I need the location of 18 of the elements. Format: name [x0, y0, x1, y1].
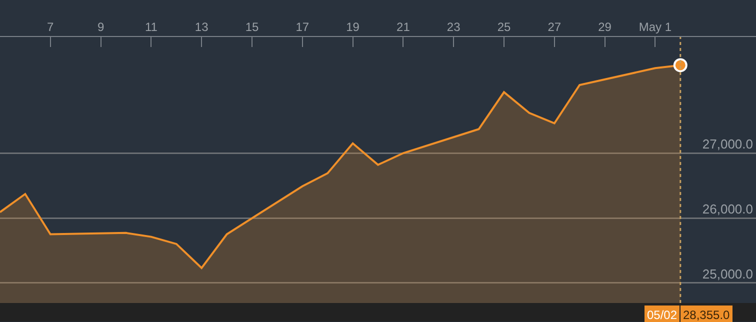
x-tick-label: 21: [396, 20, 410, 34]
x-tick-label: 27: [548, 20, 562, 34]
x-tick-label: May 1: [638, 20, 672, 34]
x-tick-label: 19: [346, 20, 360, 34]
y-tick-label: 27,000.0: [702, 136, 753, 152]
x-tick-label: 7: [47, 20, 54, 34]
text: 28,355.0: [683, 308, 730, 322]
x-tick-label: 11: [144, 20, 158, 34]
y-tick-label: 26,000.0: [702, 201, 753, 216]
x-tick-label: 25: [497, 20, 511, 34]
x-tick-label: 9: [97, 20, 104, 34]
ref-line-label: 05/02: [647, 308, 678, 322]
x-tick-label: 29: [598, 20, 612, 34]
x-tick-label: 23: [446, 20, 461, 34]
x-tick-label: 13: [194, 20, 209, 34]
x-tick-label: 17: [296, 20, 310, 34]
x-tick-label: 15: [245, 20, 259, 34]
y-tick-label: 25,000.0: [702, 266, 753, 282]
